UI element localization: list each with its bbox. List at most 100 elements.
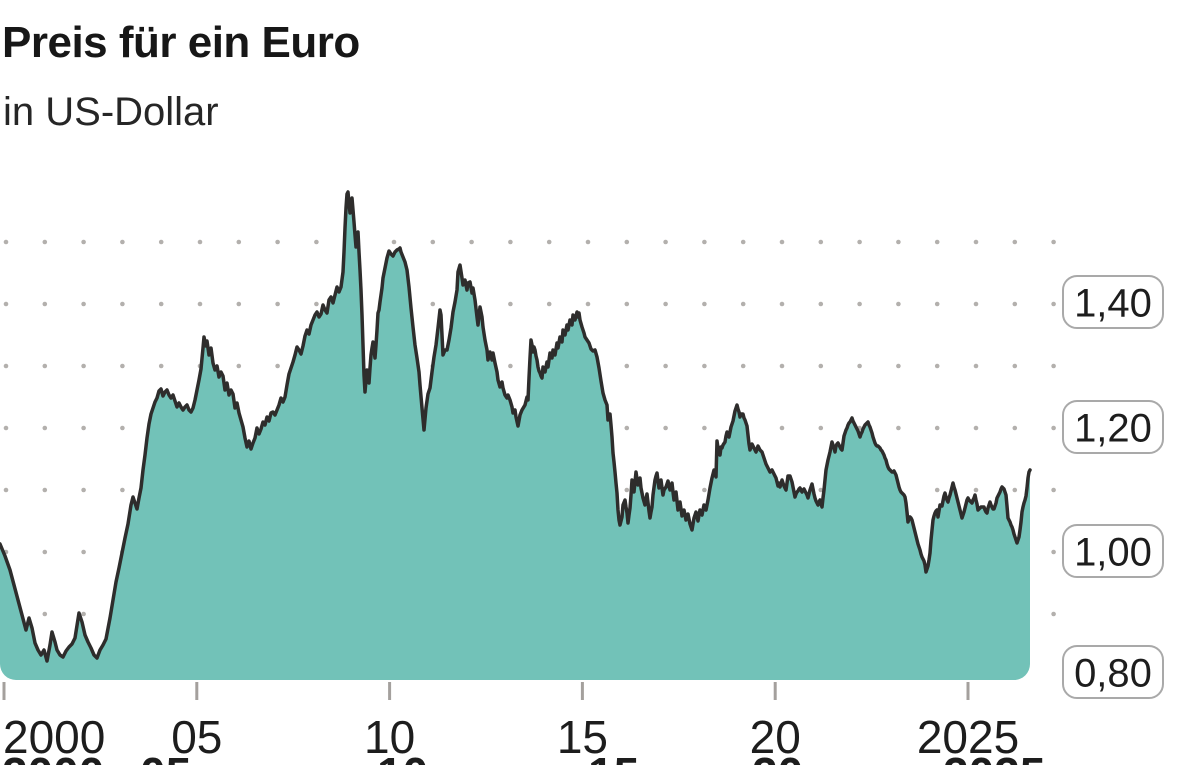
grid-dot: [508, 363, 513, 369]
grid-dot: [81, 301, 86, 307]
grid-dot: [81, 239, 86, 245]
grid-dot: [158, 239, 164, 245]
grid-dot: [973, 363, 979, 369]
y-value-box: [1062, 275, 1164, 329]
grid-dot: [120, 301, 125, 307]
grid-dot: [120, 239, 125, 245]
grid-dot: [236, 239, 242, 245]
grid-dot: [702, 301, 707, 307]
grid-dot: [934, 239, 940, 245]
data-line-layer: [0, 190, 1032, 663]
grid-dot: [973, 425, 979, 431]
grid-dot: [663, 363, 668, 369]
series-line: [0, 190, 1032, 663]
grid-dot: [546, 301, 552, 307]
x-axis-label-2025: 2025: [917, 711, 1019, 763]
clipped-label: 2000: [2, 748, 104, 765]
x-axis-label-05: 05: [171, 711, 222, 763]
grid-dot: [1051, 425, 1056, 431]
y-value-box: [1062, 400, 1164, 454]
grid-dot: [896, 239, 901, 245]
grid-dot: [158, 301, 164, 307]
grid-dot: [973, 301, 979, 307]
y-value-label-1,00: 1,00: [1074, 530, 1152, 574]
grid-dot: [702, 487, 707, 493]
x-axis-label-15: 15: [557, 711, 608, 763]
grid-dot: [158, 363, 164, 369]
grid-dot: [42, 549, 48, 555]
grid-dot: [1051, 301, 1056, 307]
x-axis-labels: 2000 05 10 15 20 2025: [3, 711, 1019, 763]
grid-dot: [120, 425, 125, 431]
grid-dot: [702, 239, 707, 245]
grid-dot: [973, 239, 979, 245]
y-value-box: [1062, 645, 1164, 699]
grid-dot: [779, 239, 785, 245]
y-value-label-1,40: 1,40: [1074, 281, 1152, 325]
x-axis-label-10: 10: [364, 711, 415, 763]
grid-dot: [3, 301, 9, 307]
grid-dot: [197, 239, 203, 245]
grid-dot: [934, 301, 940, 307]
grid-dot: [779, 301, 785, 307]
grid-dot: [1012, 487, 1018, 493]
series-area-fill: [0, 192, 1030, 680]
clipped-label: 20: [752, 748, 803, 765]
grid-dot: [857, 301, 862, 307]
clipped-label: 05: [140, 748, 191, 765]
clipped-bottom-labels: 2000 05 10 15 20 2025: [2, 748, 1045, 765]
grid-dot: [702, 363, 707, 369]
grid-dot: [624, 301, 630, 307]
grid-dot: [3, 425, 9, 431]
grid-dot: [818, 301, 824, 307]
grid-dot: [818, 363, 824, 369]
grid-dot: [624, 487, 630, 493]
grid-dot: [934, 487, 940, 493]
grid-dot: [740, 363, 746, 369]
grid-dot: [585, 239, 591, 245]
grid-dot: [81, 549, 86, 555]
grid-dot: [663, 301, 668, 307]
grid-dot: [430, 239, 436, 245]
grid-dot: [1051, 363, 1056, 369]
grid-dot: [120, 363, 125, 369]
grid-dot: [934, 363, 940, 369]
grid-dot: [314, 239, 319, 245]
grid-dot: [197, 301, 203, 307]
grid-dot: [546, 239, 552, 245]
grid-dot: [81, 611, 86, 617]
grid-dot: [624, 363, 630, 369]
grid-dot: [120, 487, 125, 493]
x-axis-ticks: [2, 682, 970, 700]
grid-dot: [236, 363, 242, 369]
grid-dot: [42, 239, 48, 245]
y-value-box: [1062, 524, 1164, 578]
grid-dot: [624, 425, 630, 431]
grid-dot: [740, 301, 746, 307]
grid-dot: [391, 239, 397, 245]
grid-dot: [81, 425, 86, 431]
clipped-label: 15: [588, 748, 639, 765]
grid-dot: [663, 425, 668, 431]
grid-dot: [469, 239, 474, 245]
area-fill-layer: [0, 192, 1030, 680]
grid-dot: [857, 363, 862, 369]
grid-dot: [585, 301, 591, 307]
clipped-label: 10: [377, 748, 428, 765]
grid-dot: [81, 363, 86, 369]
grid-dot: [1012, 301, 1018, 307]
grid-dot: [818, 487, 824, 493]
grid-dot: [430, 301, 436, 307]
grid-dot: [508, 239, 513, 245]
grid-dot: [663, 239, 668, 245]
grid-dot: [1051, 487, 1056, 493]
chart-title: Preis für ein Euro: [2, 18, 360, 67]
grid-dot: [42, 487, 48, 493]
grid-dot: [275, 363, 280, 369]
grid-dot: [973, 487, 979, 493]
grid-dot: [42, 425, 48, 431]
grid-dot: [934, 425, 940, 431]
grid-dot: [702, 425, 707, 431]
